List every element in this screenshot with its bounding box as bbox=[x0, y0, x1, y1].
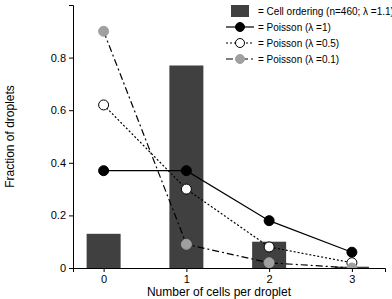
marker bbox=[347, 247, 357, 257]
marker bbox=[264, 242, 274, 252]
legend-marker bbox=[236, 39, 245, 48]
y-axis-title: Fraction of droplets bbox=[3, 85, 17, 188]
marker bbox=[181, 184, 191, 194]
legend-label: = Poisson (λ =0.1) bbox=[258, 54, 339, 65]
legend-marker bbox=[236, 55, 245, 64]
y-tick: 0.2 bbox=[51, 209, 73, 221]
y-tick-mark bbox=[69, 163, 73, 164]
marker bbox=[181, 166, 191, 176]
y-tick: 0.6 bbox=[51, 104, 73, 116]
x-tick-label: 1 bbox=[184, 273, 190, 285]
y-axis-line bbox=[69, 6, 74, 269]
y-tick-mark bbox=[69, 268, 73, 269]
x-axis: 0 1 2 3 bbox=[74, 268, 386, 285]
x-axis-title: Number of cells per droplet bbox=[147, 285, 292, 299]
marker bbox=[347, 263, 357, 268]
y-tick-label: 0.2 bbox=[51, 209, 66, 221]
y-tick-label: 0 bbox=[60, 262, 66, 274]
x-tick-label: 0 bbox=[101, 273, 107, 285]
x-tick-label: 3 bbox=[349, 273, 355, 285]
x-tick-mark bbox=[269, 268, 270, 272]
legend-marker bbox=[236, 23, 245, 32]
line bbox=[104, 31, 352, 268]
x-tick: 2 bbox=[267, 268, 273, 285]
y-tick-mark bbox=[69, 215, 73, 216]
marker bbox=[264, 216, 274, 226]
y-axis: 0 0.2 0.4 0.6 0.8 bbox=[51, 6, 74, 275]
marker bbox=[99, 26, 109, 36]
y-tick-mark bbox=[69, 110, 73, 111]
x-axis-line bbox=[74, 269, 386, 273]
y-tick: 0.4 bbox=[51, 157, 73, 169]
y-tick-label: 0.4 bbox=[51, 157, 66, 169]
plot-area bbox=[87, 26, 369, 268]
marker bbox=[264, 258, 274, 268]
bar bbox=[87, 234, 121, 268]
x-tick: 1 bbox=[184, 268, 190, 285]
x-tick-mark bbox=[186, 268, 187, 272]
marker bbox=[181, 239, 191, 249]
y-tick-mark bbox=[69, 58, 73, 59]
legend: = Cell ordering (n=460; λ =1.1) = Poisson… bbox=[226, 5, 392, 65]
legend-label: = Poisson (λ =0.5) bbox=[258, 38, 339, 49]
y-tick: 0 bbox=[60, 262, 73, 274]
bar bbox=[169, 65, 203, 268]
x-tick: 3 bbox=[349, 268, 355, 285]
x-tick-mark bbox=[104, 268, 105, 272]
y-tick-label: 0.6 bbox=[51, 104, 66, 116]
y-tick: 0.8 bbox=[51, 52, 73, 64]
legend-label: = Poisson (λ =1) bbox=[258, 22, 331, 33]
marker bbox=[99, 100, 109, 110]
marker bbox=[99, 166, 109, 176]
x-tick-label: 2 bbox=[267, 273, 273, 285]
x-tick-mark bbox=[352, 268, 353, 272]
line bbox=[104, 171, 352, 253]
chart: 0 0.2 0.4 0.6 0.8 0 1 2 3 Number of cells per dro… bbox=[0, 0, 392, 299]
y-tick-label: 0.8 bbox=[51, 52, 66, 64]
x-tick: 0 bbox=[101, 268, 107, 285]
legend-label: = Cell ordering (n=460; λ =1.1) bbox=[258, 6, 392, 17]
line bbox=[104, 105, 352, 263]
legend-swatch bbox=[231, 5, 249, 17]
